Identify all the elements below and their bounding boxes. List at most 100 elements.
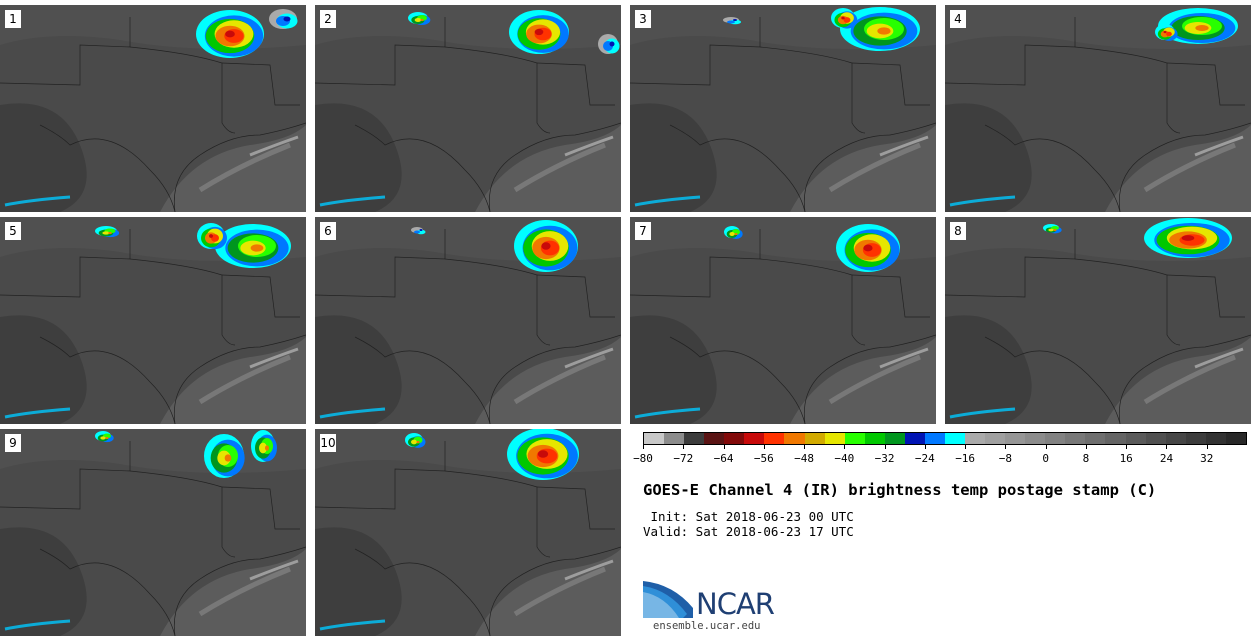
colorbar-swatch bbox=[824, 433, 845, 444]
ir-satellite-map bbox=[315, 429, 621, 636]
storm-cloud-mark bbox=[259, 442, 267, 454]
member-number: 8 bbox=[950, 222, 966, 240]
colorbar-swatch bbox=[704, 433, 725, 444]
ir-satellite-map bbox=[0, 217, 306, 424]
storm-cloud-mark bbox=[877, 27, 891, 35]
colorbar-swatch bbox=[1165, 433, 1186, 444]
colorbar-swatch bbox=[985, 433, 1006, 444]
colorbar-tick bbox=[844, 445, 846, 449]
colorbar-tick bbox=[643, 445, 644, 449]
source-url: ensemble.ucar.edu bbox=[653, 620, 761, 632]
colorbar-tick bbox=[723, 445, 725, 449]
member-panel: 8 bbox=[945, 217, 1251, 424]
colorbar-swatch bbox=[965, 433, 986, 444]
colorbar-swatch bbox=[684, 433, 705, 444]
storm-cloud-mark bbox=[1163, 30, 1167, 34]
colorbar-tick bbox=[1045, 445, 1047, 449]
storm-cloud-mark bbox=[217, 450, 231, 466]
storm-cloud-mark bbox=[414, 18, 422, 22]
colorbar-tick-label: −24 bbox=[914, 452, 935, 465]
storm-cloud-mark bbox=[419, 229, 423, 231]
storm-cloud-mark bbox=[541, 242, 551, 250]
storm-cloud-mark bbox=[411, 439, 417, 445]
member-number: 1 bbox=[5, 10, 21, 28]
storm-cloud-mark bbox=[105, 437, 109, 439]
colorbar-swatch bbox=[904, 433, 925, 444]
init-time: Init: Sat 2018-06-23 00 UTC bbox=[643, 509, 854, 524]
ir-satellite-map bbox=[945, 5, 1251, 212]
colorbar-tick-label: −32 bbox=[874, 452, 895, 465]
ncar-logo-text: NCAR bbox=[696, 587, 775, 621]
colorbar-swatch bbox=[1025, 433, 1046, 444]
member-number: 6 bbox=[320, 222, 336, 240]
colorbar-tick bbox=[924, 445, 926, 449]
member-panel: 7 bbox=[630, 217, 936, 424]
colorbar-swatch bbox=[744, 433, 765, 444]
colorbar-tick bbox=[763, 445, 765, 449]
colorbar-swatch bbox=[924, 433, 945, 444]
storm-cloud-mark bbox=[734, 233, 738, 235]
storm-cloud-mark bbox=[534, 28, 544, 36]
colorbar-tick-label: −56 bbox=[753, 452, 774, 465]
colorbar-swatch bbox=[1085, 433, 1106, 444]
member-panel: 4 bbox=[945, 5, 1251, 212]
storm-cloud-mark bbox=[108, 232, 112, 234]
colorbar-swatch bbox=[644, 433, 665, 444]
member-panel: 10 bbox=[315, 429, 621, 636]
colorbar-tick-label: 32 bbox=[1200, 452, 1214, 465]
colorbar-swatch bbox=[944, 433, 965, 444]
colorbar-swatch bbox=[1045, 433, 1066, 444]
storm-cloud-mark bbox=[1166, 31, 1172, 37]
storm-cloud-mark bbox=[733, 19, 737, 21]
colorbar-tick bbox=[1005, 445, 1007, 449]
storm-cloud-mark bbox=[250, 244, 264, 252]
storm-cloud-mark bbox=[265, 445, 269, 451]
storm-cloud-mark bbox=[841, 16, 845, 20]
colorbar-tick-label: −40 bbox=[834, 452, 855, 465]
colorbar-tick-label: −48 bbox=[794, 452, 814, 465]
storm-cloud-mark bbox=[609, 41, 615, 47]
colorbar-swatch bbox=[1185, 433, 1206, 444]
storm-cloud-mark bbox=[1053, 229, 1057, 231]
storm-cloud-mark bbox=[1195, 25, 1209, 31]
colorbar bbox=[643, 432, 1247, 445]
colorbar-tick-label: 0 bbox=[1042, 452, 1049, 465]
storm-cloud-mark bbox=[863, 244, 873, 252]
colorbar-swatch bbox=[724, 433, 745, 444]
ir-satellite-map bbox=[630, 5, 936, 212]
colorbar-swatch bbox=[1105, 433, 1126, 444]
member-panel: 9 bbox=[0, 429, 306, 636]
storm-cloud-mark bbox=[224, 454, 232, 462]
member-number: 2 bbox=[320, 10, 336, 28]
colorbar-swatch bbox=[1125, 433, 1146, 444]
figure-title: GOES-E Channel 4 (IR) brightness temp po… bbox=[643, 481, 1157, 499]
colorbar-tick bbox=[1085, 445, 1087, 449]
member-panel: 5 bbox=[0, 217, 306, 424]
storm-cloud-mark bbox=[1048, 228, 1054, 232]
storm-cloud-mark bbox=[1181, 235, 1195, 241]
colorbar-swatch bbox=[664, 433, 685, 444]
colorbar-tick bbox=[1166, 445, 1168, 449]
colorbar-tick bbox=[884, 445, 886, 449]
storm-cloud-mark bbox=[209, 234, 213, 238]
colorbar-swatch bbox=[1145, 433, 1166, 444]
storm-cloud-mark bbox=[211, 234, 219, 242]
colorbar-swatch bbox=[1205, 433, 1226, 444]
member-number: 5 bbox=[5, 222, 21, 240]
colorbar-swatch bbox=[804, 433, 825, 444]
storm-cloud-mark bbox=[414, 230, 420, 234]
ir-satellite-map bbox=[315, 217, 621, 424]
member-number: 9 bbox=[5, 434, 21, 452]
member-number: 10 bbox=[320, 434, 336, 452]
storm-cloud-mark bbox=[283, 16, 291, 22]
colorbar-tick-label: −8 bbox=[998, 452, 1013, 465]
colorbar-swatch bbox=[1225, 433, 1246, 444]
ir-satellite-map bbox=[630, 217, 936, 424]
storm-cloud-mark bbox=[537, 450, 549, 458]
storm-cloud-mark bbox=[100, 436, 106, 440]
colorbar-swatch bbox=[784, 433, 805, 444]
ir-satellite-map bbox=[945, 217, 1251, 424]
colorbar-swatch bbox=[844, 433, 865, 444]
colorbar-tick bbox=[683, 445, 685, 449]
storm-cloud-mark bbox=[729, 232, 735, 236]
